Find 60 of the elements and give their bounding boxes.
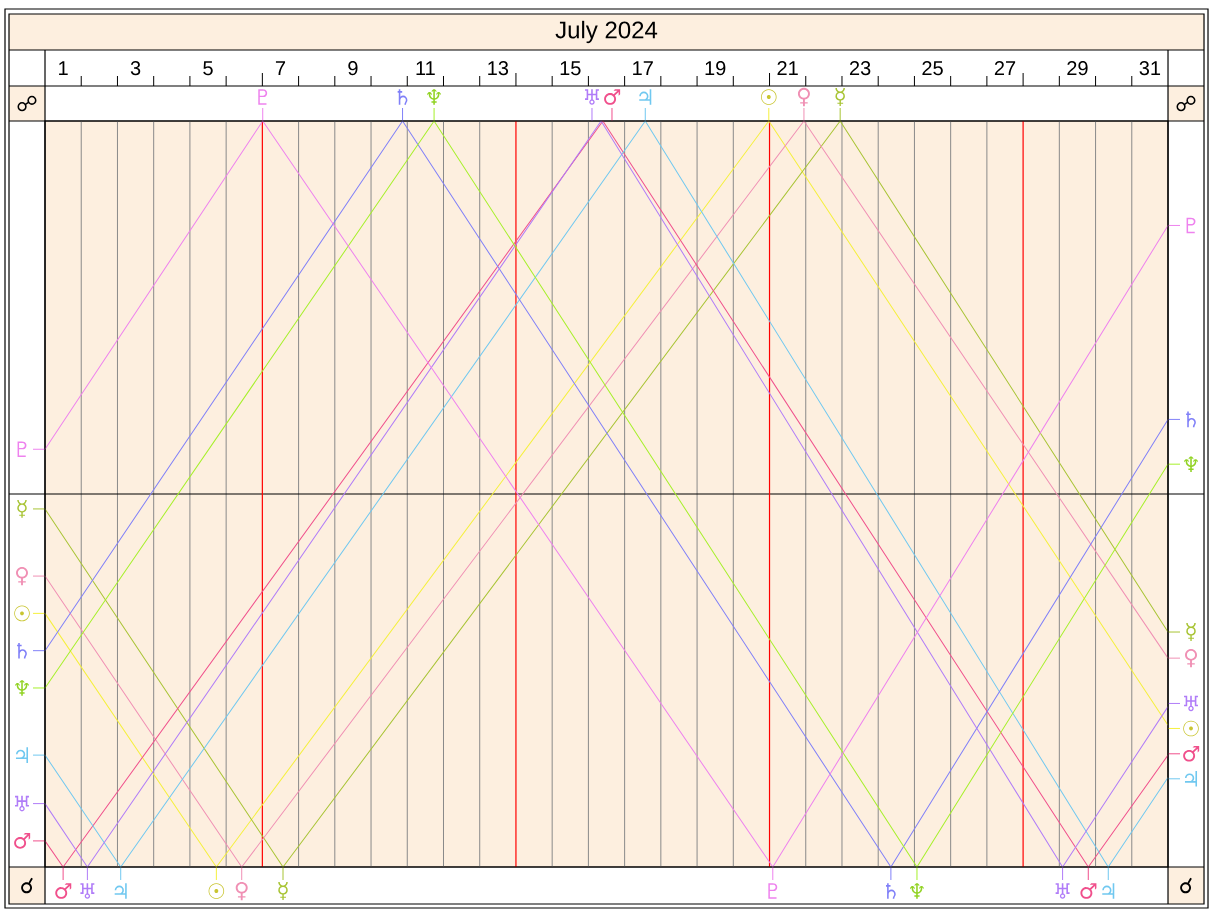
x-tick-label: 5 [203, 61, 213, 76]
text: ♄ [17, 642, 27, 659]
legend-label: ♄ [1186, 411, 1196, 428]
text: ♃ [114, 883, 127, 899]
legend-label: ♇ [1186, 217, 1196, 234]
text: ♂ [1080, 883, 1097, 899]
text: ☿ [278, 882, 288, 900]
legend-label: ♅ [1184, 695, 1198, 712]
legend-label: ♆ [1184, 456, 1198, 472]
text: ♀ [16, 566, 28, 586]
text: ♃ [15, 747, 29, 763]
text: ♀ [235, 881, 248, 901]
x-tick-label: 21 [777, 61, 798, 76]
legend-label: ♃ [1184, 771, 1198, 787]
x-tick-label: 3 [130, 61, 141, 76]
text: ☉ [14, 605, 30, 622]
x-tick-label: 13 [488, 61, 509, 76]
x-tick-label: 7 [275, 61, 286, 76]
x-tick-label: 27 [994, 61, 1016, 76]
x-tick-label: 11 [416, 61, 435, 76]
text: ☌ [1180, 877, 1192, 894]
text: ♄ [397, 89, 408, 105]
legend-label: ☉ [1183, 720, 1199, 737]
text: ♅ [1055, 883, 1070, 899]
text: ♄ [885, 883, 896, 899]
text: ♅ [585, 89, 599, 105]
text: ☍ [17, 95, 37, 112]
text: ♀ [797, 87, 810, 107]
x-tick-label: 31 [1139, 61, 1161, 76]
legend-label: ♀ [1185, 648, 1197, 668]
text: ♅ [80, 883, 95, 899]
x-tick-label: 29 [1067, 61, 1088, 76]
text: ♆ [427, 89, 441, 105]
x-tick-label: 25 [922, 61, 943, 76]
text: ♆ [910, 883, 924, 899]
x-tick-label: 1 [59, 61, 68, 76]
text: ☿ [17, 500, 27, 518]
text: ☍ [1176, 95, 1196, 112]
text: ♂ [14, 833, 31, 849]
legend-label: ♂ [1183, 745, 1200, 762]
text: ☌ [21, 877, 33, 894]
text: ♃ [1102, 883, 1115, 899]
x-tick-label: 23 [849, 61, 871, 76]
x-tick-label: 19 [705, 61, 726, 76]
text: ♂ [55, 883, 72, 899]
x-tick-label: 17 [633, 61, 653, 76]
text: ☿ [835, 88, 845, 106]
legend-label: ☿ [1186, 623, 1196, 641]
text: ♇ [17, 441, 27, 458]
x-tick-label: 9 [348, 61, 358, 76]
text: ♇ [768, 883, 778, 899]
text: ☉ [208, 883, 225, 899]
chart-title: July 2024 [555, 20, 658, 44]
x-tick-label: 15 [560, 61, 581, 76]
text: ♇ [258, 89, 268, 105]
text: ♂ [604, 89, 621, 105]
text: ♅ [15, 795, 29, 812]
text: ♆ [15, 680, 29, 696]
text: ☉ [761, 89, 777, 105]
text: ♃ [639, 89, 652, 105]
